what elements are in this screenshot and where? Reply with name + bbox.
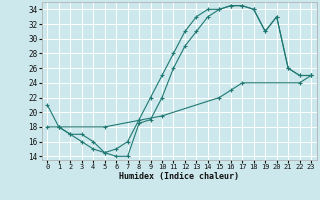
- X-axis label: Humidex (Indice chaleur): Humidex (Indice chaleur): [119, 172, 239, 181]
